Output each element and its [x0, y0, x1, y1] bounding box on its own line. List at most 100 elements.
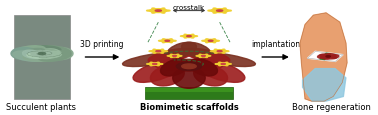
Ellipse shape — [318, 55, 326, 59]
Ellipse shape — [153, 53, 156, 54]
Ellipse shape — [36, 51, 51, 55]
Ellipse shape — [153, 64, 157, 65]
Ellipse shape — [326, 57, 337, 59]
Ellipse shape — [23, 53, 61, 62]
Ellipse shape — [214, 53, 217, 54]
Ellipse shape — [149, 51, 152, 52]
Ellipse shape — [161, 13, 165, 14]
Ellipse shape — [161, 50, 163, 51]
Ellipse shape — [170, 42, 172, 43]
Ellipse shape — [223, 9, 226, 10]
Ellipse shape — [208, 56, 211, 57]
Ellipse shape — [11, 48, 37, 60]
Ellipse shape — [211, 10, 228, 13]
Ellipse shape — [181, 43, 211, 58]
Ellipse shape — [320, 57, 330, 60]
Polygon shape — [303, 69, 346, 101]
Ellipse shape — [184, 49, 230, 64]
Text: 3D printing: 3D printing — [80, 39, 124, 48]
Ellipse shape — [194, 66, 228, 86]
Ellipse shape — [204, 40, 217, 43]
Ellipse shape — [150, 66, 184, 86]
Ellipse shape — [179, 56, 182, 57]
Ellipse shape — [194, 36, 197, 37]
Ellipse shape — [42, 51, 53, 57]
Ellipse shape — [327, 54, 336, 57]
Ellipse shape — [205, 57, 208, 58]
Ellipse shape — [213, 13, 217, 14]
Ellipse shape — [27, 53, 53, 59]
Ellipse shape — [219, 65, 221, 66]
Ellipse shape — [152, 13, 155, 14]
Ellipse shape — [31, 49, 57, 55]
Ellipse shape — [173, 56, 177, 57]
Ellipse shape — [39, 51, 71, 62]
Ellipse shape — [161, 59, 189, 76]
Ellipse shape — [205, 55, 208, 56]
Ellipse shape — [183, 35, 195, 38]
Text: implantation: implantation — [251, 39, 300, 48]
Text: crosstalk: crosstalk — [172, 5, 205, 11]
Ellipse shape — [173, 68, 205, 89]
Ellipse shape — [167, 43, 197, 58]
Ellipse shape — [173, 41, 176, 42]
Ellipse shape — [161, 9, 165, 10]
Ellipse shape — [215, 64, 218, 65]
Ellipse shape — [227, 11, 231, 12]
Ellipse shape — [206, 42, 208, 43]
Ellipse shape — [157, 65, 159, 66]
Ellipse shape — [170, 39, 172, 40]
Polygon shape — [308, 52, 343, 62]
Ellipse shape — [225, 65, 228, 66]
Ellipse shape — [223, 13, 226, 14]
Ellipse shape — [164, 51, 167, 52]
Ellipse shape — [225, 51, 229, 52]
Polygon shape — [300, 14, 347, 101]
Ellipse shape — [213, 9, 217, 10]
Ellipse shape — [153, 50, 156, 51]
Text: Bone regeneration: Bone regeneration — [292, 102, 371, 111]
Ellipse shape — [177, 55, 179, 56]
Ellipse shape — [167, 56, 170, 57]
Ellipse shape — [23, 51, 41, 59]
Ellipse shape — [194, 60, 245, 83]
Ellipse shape — [147, 64, 150, 65]
Ellipse shape — [202, 41, 205, 42]
Ellipse shape — [165, 41, 170, 42]
Ellipse shape — [213, 39, 215, 40]
Ellipse shape — [156, 51, 161, 52]
Ellipse shape — [155, 60, 223, 71]
Ellipse shape — [31, 52, 44, 57]
Ellipse shape — [222, 50, 225, 51]
Ellipse shape — [170, 57, 173, 58]
Ellipse shape — [36, 53, 51, 57]
Ellipse shape — [217, 11, 223, 12]
Ellipse shape — [163, 42, 165, 43]
Ellipse shape — [13, 51, 45, 62]
Ellipse shape — [39, 52, 61, 59]
Ellipse shape — [184, 38, 187, 39]
Ellipse shape — [217, 51, 222, 52]
Ellipse shape — [152, 9, 155, 10]
Ellipse shape — [177, 57, 179, 58]
Ellipse shape — [150, 10, 167, 13]
FancyBboxPatch shape — [145, 88, 233, 92]
Ellipse shape — [152, 50, 165, 53]
Ellipse shape — [184, 35, 187, 36]
Ellipse shape — [228, 64, 231, 65]
Ellipse shape — [213, 42, 215, 43]
Ellipse shape — [191, 35, 194, 36]
Ellipse shape — [217, 63, 229, 66]
Ellipse shape — [201, 56, 205, 57]
Ellipse shape — [187, 36, 191, 37]
Ellipse shape — [221, 64, 225, 65]
FancyBboxPatch shape — [14, 16, 70, 99]
Ellipse shape — [159, 41, 162, 42]
Polygon shape — [320, 54, 331, 60]
Ellipse shape — [161, 40, 174, 43]
Ellipse shape — [319, 54, 330, 57]
Ellipse shape — [161, 53, 163, 54]
Ellipse shape — [155, 11, 161, 12]
Ellipse shape — [149, 63, 161, 66]
FancyBboxPatch shape — [145, 87, 233, 99]
